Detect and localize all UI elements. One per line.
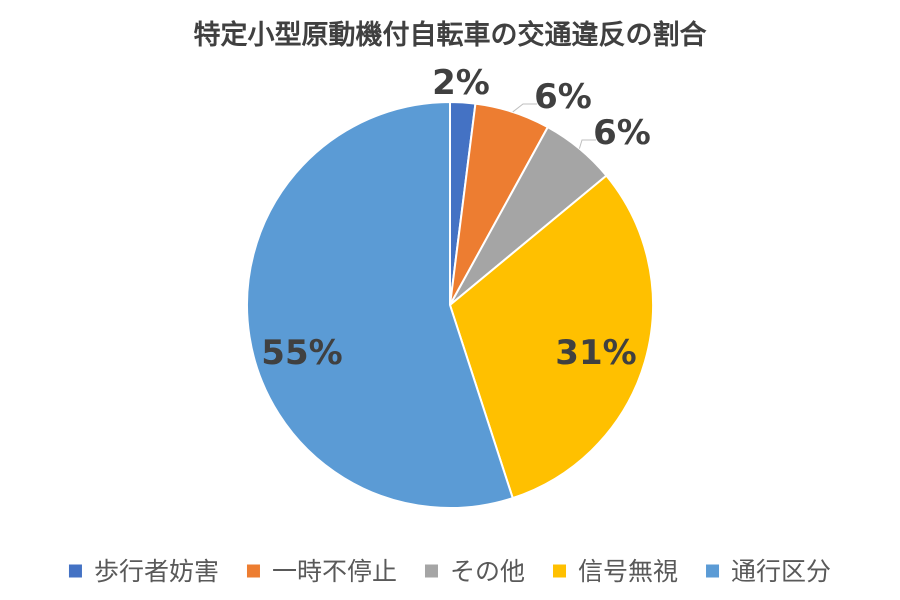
chart-title: 特定小型原動機付自転車の交通違反の割合: [194, 19, 707, 51]
legend-item: 通行区分: [706, 557, 831, 586]
legend-swatch: [424, 564, 438, 578]
legend-label: 通行区分: [731, 557, 831, 586]
data-label: 31%: [555, 333, 636, 373]
legend-label: 信号無視: [578, 557, 678, 586]
legend-swatch: [68, 564, 82, 578]
pie-slice: [246, 100, 514, 509]
data-label: 6%: [534, 77, 592, 117]
legend-item: 信号無視: [553, 557, 678, 586]
pie-slices: [246, 100, 654, 509]
leader-lines: [512, 103, 596, 149]
data-label: 2%: [432, 63, 490, 103]
legend-swatch: [706, 564, 720, 578]
legend-swatch: [553, 564, 567, 578]
data-label: 55%: [261, 333, 342, 373]
legend-item: 一時不停止: [246, 557, 397, 586]
legend-label: 歩行者妨害: [94, 557, 219, 586]
legend-label: 一時不停止: [272, 557, 397, 586]
legend-label: その他: [450, 557, 525, 586]
legend-swatch: [246, 564, 260, 578]
pie-slice: [448, 174, 654, 500]
leader-line: [512, 103, 537, 113]
legend-item: 歩行者妨害: [68, 557, 219, 586]
leader-line: [578, 139, 596, 149]
data-labels: 2% 6%6% 31% 55%: [261, 63, 651, 373]
legend: 歩行者妨害 一時不停止 その他 信号無視 通行区分: [68, 557, 831, 586]
data-label: 6%: [593, 113, 651, 153]
legend-item: その他: [424, 557, 525, 586]
